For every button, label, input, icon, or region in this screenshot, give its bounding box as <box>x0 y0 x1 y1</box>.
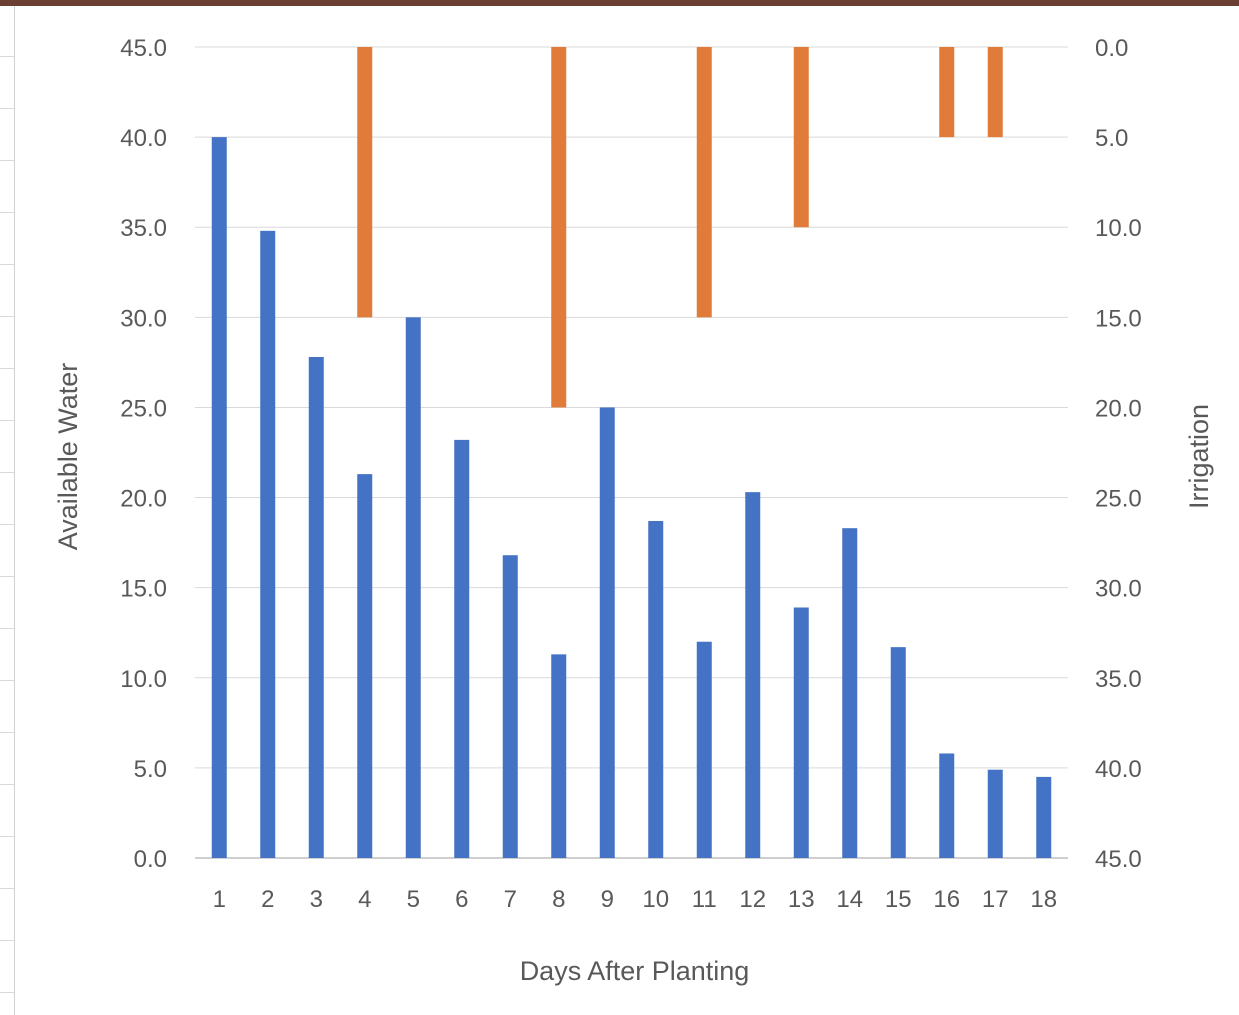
x-axis-tick-label: 1 <box>213 886 226 913</box>
irrigation-bar-day-13[interactable] <box>793 47 809 228</box>
x-axis-tick-label: 18 <box>1030 886 1057 913</box>
left-axis-tick-label: 5.0 <box>134 756 167 783</box>
right-axis-tick-label: 0.0 <box>1095 35 1128 62</box>
row-divider <box>0 316 14 317</box>
left-axis-tick-label: 45.0 <box>120 35 167 62</box>
row-divider <box>0 836 14 837</box>
available-water-bar-day-6[interactable] <box>454 439 470 858</box>
x-axis-tick-label: 10 <box>642 886 669 913</box>
available-water-bar-day-2[interactable] <box>260 230 276 858</box>
row-divider <box>0 420 14 421</box>
row-divider <box>0 940 14 941</box>
left-axis-title: Available Water <box>53 363 83 551</box>
available-water-bar-day-11[interactable] <box>696 641 712 858</box>
row-divider <box>0 732 14 733</box>
left-axis-tick-label: 25.0 <box>120 395 167 422</box>
row-divider <box>0 784 14 785</box>
available-water-bar-day-16[interactable] <box>939 753 955 858</box>
x-axis-tick-label: 9 <box>601 886 614 913</box>
right-axis-tick-label: 40.0 <box>1095 756 1142 783</box>
x-axis-tick-label: 16 <box>933 886 960 913</box>
irrigation-bar-day-16[interactable] <box>939 47 955 138</box>
left-axis-tick-label: 10.0 <box>120 666 167 693</box>
available-water-bar-day-7[interactable] <box>502 555 518 858</box>
row-divider <box>0 160 14 161</box>
row-divider <box>0 524 14 525</box>
x-axis-tick-label: 15 <box>885 886 912 913</box>
x-axis-tick-label: 14 <box>836 886 863 913</box>
row-divider <box>0 680 14 681</box>
available-water-bar-day-12[interactable] <box>745 492 761 858</box>
x-axis-tick-label: 6 <box>455 886 468 913</box>
right-axis-tick-labels: 0.0 5.0 10.0 15.0 20.0 25.0 30.0 35.0 40.0 45.0 <box>1095 35 1142 873</box>
x-axis-tick-label: 8 <box>552 886 565 913</box>
available-water-bar-day-15[interactable] <box>890 647 906 858</box>
row-divider <box>0 628 14 629</box>
right-axis-tick-label: 45.0 <box>1095 846 1142 873</box>
x-axis-tick-label: 2 <box>261 886 274 913</box>
left-axis-tick-label: 0.0 <box>134 846 167 873</box>
window-top-border <box>0 0 1239 6</box>
x-axis-tick-label: 5 <box>407 886 420 913</box>
row-divider <box>0 108 14 109</box>
irrigation-bar-day-4[interactable] <box>357 47 373 318</box>
chart-area[interactable]: 0.0 5.0 10.0 15.0 20.0 25.0 30.0 35.0 40.0 45.0 0… <box>15 6 1239 1015</box>
row-divider <box>0 472 14 473</box>
right-axis-tick-label: 5.0 <box>1095 125 1128 152</box>
right-axis-tick-label: 25.0 <box>1095 486 1142 513</box>
available-water-bar-day-5[interactable] <box>405 317 421 858</box>
row-divider <box>0 992 14 993</box>
available-water-bar-day-18[interactable] <box>1036 776 1052 858</box>
available-water-bar-day-1[interactable] <box>211 137 227 859</box>
irrigation-bars <box>357 47 1003 408</box>
x-axis-tick-label: 13 <box>788 886 815 913</box>
right-axis-tick-label: 30.0 <box>1095 576 1142 603</box>
left-axis-tick-label: 20.0 <box>120 486 167 513</box>
x-axis-title: Days After Planting <box>520 956 750 986</box>
available-water-bar-day-8[interactable] <box>551 654 567 858</box>
irrigation-bar-day-17[interactable] <box>987 47 1003 138</box>
x-axis-tick-label: 7 <box>504 886 517 913</box>
left-axis-tick-label: 15.0 <box>120 576 167 603</box>
available-water-bar-day-17[interactable] <box>987 769 1003 858</box>
x-axis-tick-label: 4 <box>358 886 371 913</box>
left-axis-tick-label: 35.0 <box>120 215 167 242</box>
irrigation-bar-day-8[interactable] <box>551 47 567 408</box>
row-divider <box>0 56 14 57</box>
available-water-bar-day-3[interactable] <box>308 356 324 858</box>
combo-bar-chart: 0.05.010.015.020.025.030.035.040.045.0 0… <box>53 35 1214 986</box>
available-water-bar-day-13[interactable] <box>793 607 809 858</box>
left-axis-tick-label: 30.0 <box>120 305 167 332</box>
irrigation-bar-day-11[interactable] <box>696 47 712 318</box>
row-divider <box>0 264 14 265</box>
right-axis-tick-label: 15.0 <box>1095 305 1142 332</box>
available-water-bar-day-10[interactable] <box>648 520 664 858</box>
left-axis-tick-label: 40.0 <box>120 125 167 152</box>
available-water-bar-day-4[interactable] <box>357 474 373 858</box>
available-water-bar-day-9[interactable] <box>599 407 615 858</box>
gridlines <box>195 46 1068 859</box>
x-axis-tick-label: 3 <box>310 886 323 913</box>
right-axis-tick-label: 35.0 <box>1095 666 1142 693</box>
x-axis-tick-label: 17 <box>982 886 1009 913</box>
row-divider <box>0 888 14 889</box>
right-axis-title: Irrigation <box>1184 404 1214 509</box>
spreadsheet-row-strip <box>0 6 15 1015</box>
available-water-bar-day-14[interactable] <box>842 528 858 858</box>
row-divider <box>0 212 14 213</box>
right-axis-tick-label: 20.0 <box>1095 395 1142 422</box>
available-water-bars <box>211 137 1052 859</box>
row-divider <box>0 576 14 577</box>
x-axis-tick-label: 11 <box>692 886 717 913</box>
row-divider <box>0 368 14 369</box>
x-axis-tick-label: 12 <box>739 886 766 913</box>
left-axis-tick-labels: 0.0 5.0 10.0 15.0 20.0 25.0 30.0 35.0 40.0 45.0 <box>120 35 167 873</box>
right-axis-tick-label: 10.0 <box>1095 215 1142 242</box>
x-axis-tick-labels: 1 2 3 4 5 6 7 8 9 10 11 12 13 14 15 16 17 18 <box>213 886 1058 913</box>
